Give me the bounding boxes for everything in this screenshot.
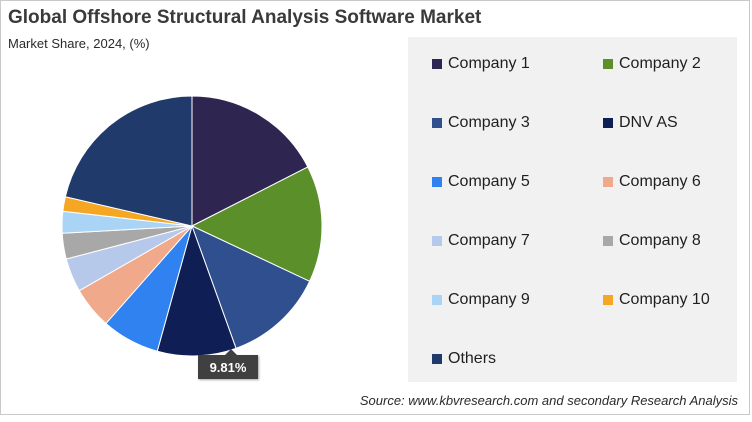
- legend-item-company-3: Company 3: [432, 114, 530, 132]
- legend-swatch: [432, 118, 442, 128]
- legend-swatch: [603, 59, 613, 69]
- legend-label: Company 5: [448, 173, 530, 190]
- source-note: Source: www.kbvresearch.com and secondar…: [359, 393, 738, 408]
- legend-label: Company 10: [619, 291, 710, 308]
- legend-swatch: [432, 354, 442, 364]
- legend-label: Company 9: [448, 291, 530, 308]
- data-label-dnv-as: 9.81%: [198, 349, 258, 379]
- pie-slice-company-2: [190, 166, 323, 283]
- legend: Company 1 Company 2 Company 3 DNV AS Com…: [408, 37, 737, 382]
- legend-item-company-9: Company 9: [432, 291, 530, 309]
- pie-svg: [61, 95, 323, 357]
- legend-label: Company 1: [448, 55, 530, 72]
- legend-swatch: [603, 236, 613, 246]
- legend-item-company-7: Company 7: [432, 232, 530, 250]
- pie-slice-dnv-as: [156, 224, 237, 357]
- chart-title: Global Offshore Structural Analysis Soft…: [8, 7, 482, 28]
- legend-item-dnv-as: DNV AS: [603, 114, 678, 132]
- pie-slice-others: [64, 95, 193, 227]
- legend-swatch: [432, 177, 442, 187]
- legend-item-company-5: Company 5: [432, 173, 530, 191]
- pie-slice-company-3: [191, 225, 311, 349]
- legend-label: Others: [448, 350, 497, 367]
- legend-item-company-2: Company 2: [603, 55, 701, 73]
- legend-item-company-10: Company 10: [603, 291, 710, 309]
- legend-item-company-6: Company 6: [603, 173, 701, 191]
- legend-swatch: [432, 236, 442, 246]
- legend-label: DNV AS: [619, 114, 678, 131]
- legend-swatch: [432, 59, 442, 69]
- legend-item-others: Others: [432, 350, 496, 368]
- legend-swatch: [432, 295, 442, 305]
- legend-swatch: [603, 177, 613, 187]
- legend-label: Company 7: [448, 232, 530, 249]
- legend-swatch: [603, 295, 613, 305]
- legend-swatch: [603, 118, 613, 128]
- legend-item-company-1: Company 1: [432, 55, 530, 73]
- legend-label: Company 6: [619, 173, 701, 190]
- pie-slice-company-1: [191, 95, 309, 227]
- pie-chart: [61, 95, 323, 357]
- legend-label: Company 8: [619, 232, 701, 249]
- chart-subtitle: Market Share, 2024, (%): [8, 36, 150, 51]
- legend-label: Company 2: [619, 55, 701, 72]
- legend-label: Company 3: [448, 114, 530, 131]
- legend-item-company-8: Company 8: [603, 232, 701, 250]
